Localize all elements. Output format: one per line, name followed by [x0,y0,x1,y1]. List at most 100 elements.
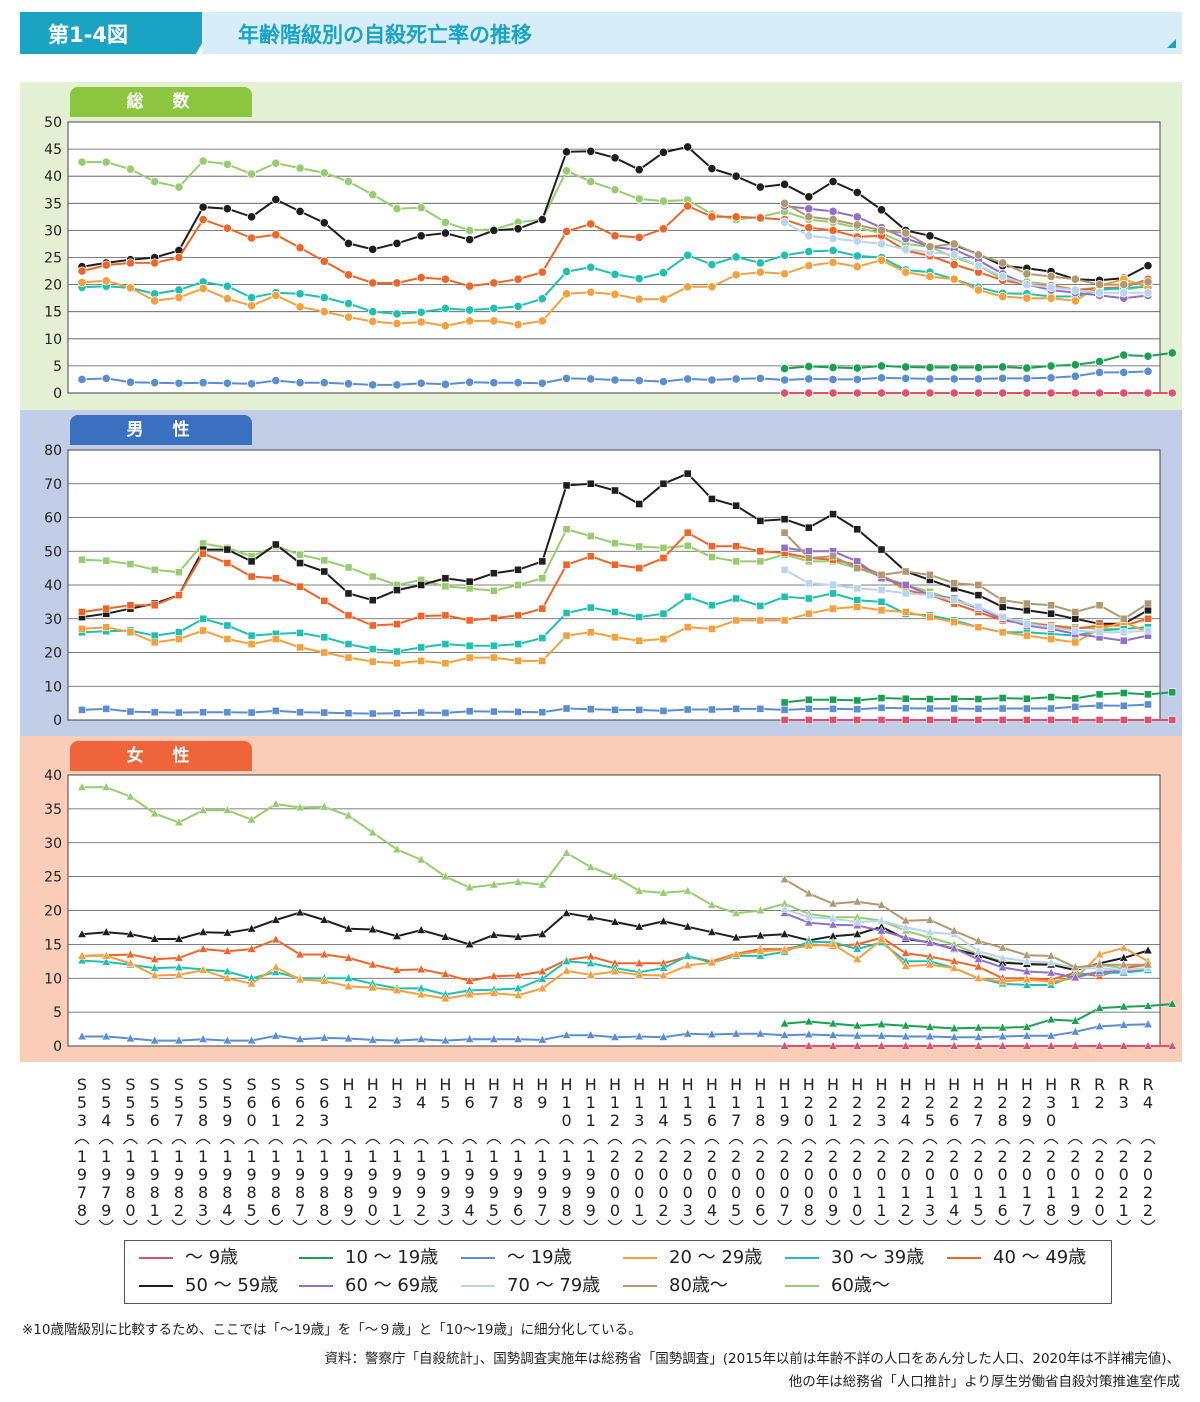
data-point [343,981,354,990]
data-point [876,1030,887,1040]
svg-text:8: 8 [1046,1201,1056,1220]
data-point [392,238,402,249]
x-tick-label: H26 [948,1075,960,1130]
data-point [852,262,862,272]
data-point [489,278,499,288]
svg-text:9: 9 [440,1165,450,1184]
svg-text:9: 9 [586,1165,596,1184]
data-point [926,704,934,713]
data-point [441,709,450,717]
svg-text:H: H [682,1075,694,1094]
data-point [949,925,959,935]
data-point [295,907,305,917]
data-point [489,614,498,622]
data-point [1119,614,1128,623]
x-tick-label: H29 [1021,1075,1033,1130]
data-point [658,916,669,925]
svg-text:6: 6 [150,1111,160,1130]
svg-text:6: 6 [271,1201,281,1220]
y-tick-label: 10 [44,332,62,348]
data-point [296,550,304,559]
svg-text:1: 1 [416,1147,426,1166]
data-point [102,623,111,632]
series-line [784,878,1148,969]
data-point [731,270,741,280]
data-point [343,1033,354,1043]
data-point [901,1040,911,1050]
data-point [416,378,426,388]
data-point [465,641,474,650]
data-point [901,932,911,942]
data-point [465,281,475,291]
data-point [707,900,717,909]
data-point [222,159,232,169]
data-point [1143,261,1153,271]
legend: 〜 9歳 10 〜 19歳 〜 19歳 20 〜 29歳 30 〜 39歳 40 〜 49… [124,1240,1112,1304]
data-point [1022,280,1032,290]
data-point [417,643,426,652]
svg-text:3: 3 [440,1201,450,1220]
data-point [174,285,184,295]
data-point [1046,271,1056,282]
data-point [1143,388,1153,398]
data-point [828,177,838,187]
data-point [731,171,741,181]
data-point [755,258,765,268]
data-point [465,584,474,593]
svg-text:5: 5 [925,1111,935,1130]
data-point [198,214,208,225]
data-point [973,250,984,260]
svg-text:8: 8 [246,1183,256,1202]
series-u9 [779,388,1177,398]
data-point [804,917,814,927]
data-point [852,374,862,385]
data-point [1071,614,1080,623]
data-point [441,611,450,620]
svg-text:4: 4 [465,1201,475,1220]
data-point [343,379,354,389]
data-point [246,301,257,311]
svg-text:7: 7 [295,1201,305,1220]
x-tick-label: S55 [125,1075,135,1130]
svg-text:0: 0 [1046,1165,1056,1184]
data-point [829,704,837,713]
data-point [368,380,378,390]
data-point [973,961,984,971]
svg-text:9: 9 [1070,1201,1080,1220]
data-point [780,565,789,574]
data-point [441,640,450,648]
data-point [658,196,669,206]
data-point [78,624,86,633]
svg-text:4: 4 [901,1111,911,1130]
figure-header: 第1-4図 年齢階級別の自殺死亡率の推移 [20,12,1182,54]
svg-text:0: 0 [779,1165,789,1184]
data-point [1070,296,1080,306]
data-point [634,969,644,979]
data-point [973,261,984,271]
data-point [634,958,644,967]
data-point [828,388,838,398]
data-point [853,596,862,605]
data-point [198,283,208,293]
svg-text:9: 9 [392,1165,402,1184]
data-point [683,1028,693,1038]
panel-male: 男 性 0 10 20 30 40 50 60 70 80 [20,410,1182,736]
data-point [1070,962,1080,971]
data-point [320,567,329,576]
data-point [949,250,959,260]
data-point [538,574,547,583]
data-point [465,939,475,948]
data-point [1119,701,1128,710]
svg-text:2: 2 [925,1093,935,1112]
figure-title-bar: 年齢階級別の自殺死亡率の推移 [202,12,1182,54]
data-point [343,270,354,280]
x-tick-label: H15 [682,1075,694,1130]
data-point [320,596,329,605]
data-point [925,374,935,384]
data-point [876,934,887,944]
svg-text:0: 0 [852,1165,862,1184]
